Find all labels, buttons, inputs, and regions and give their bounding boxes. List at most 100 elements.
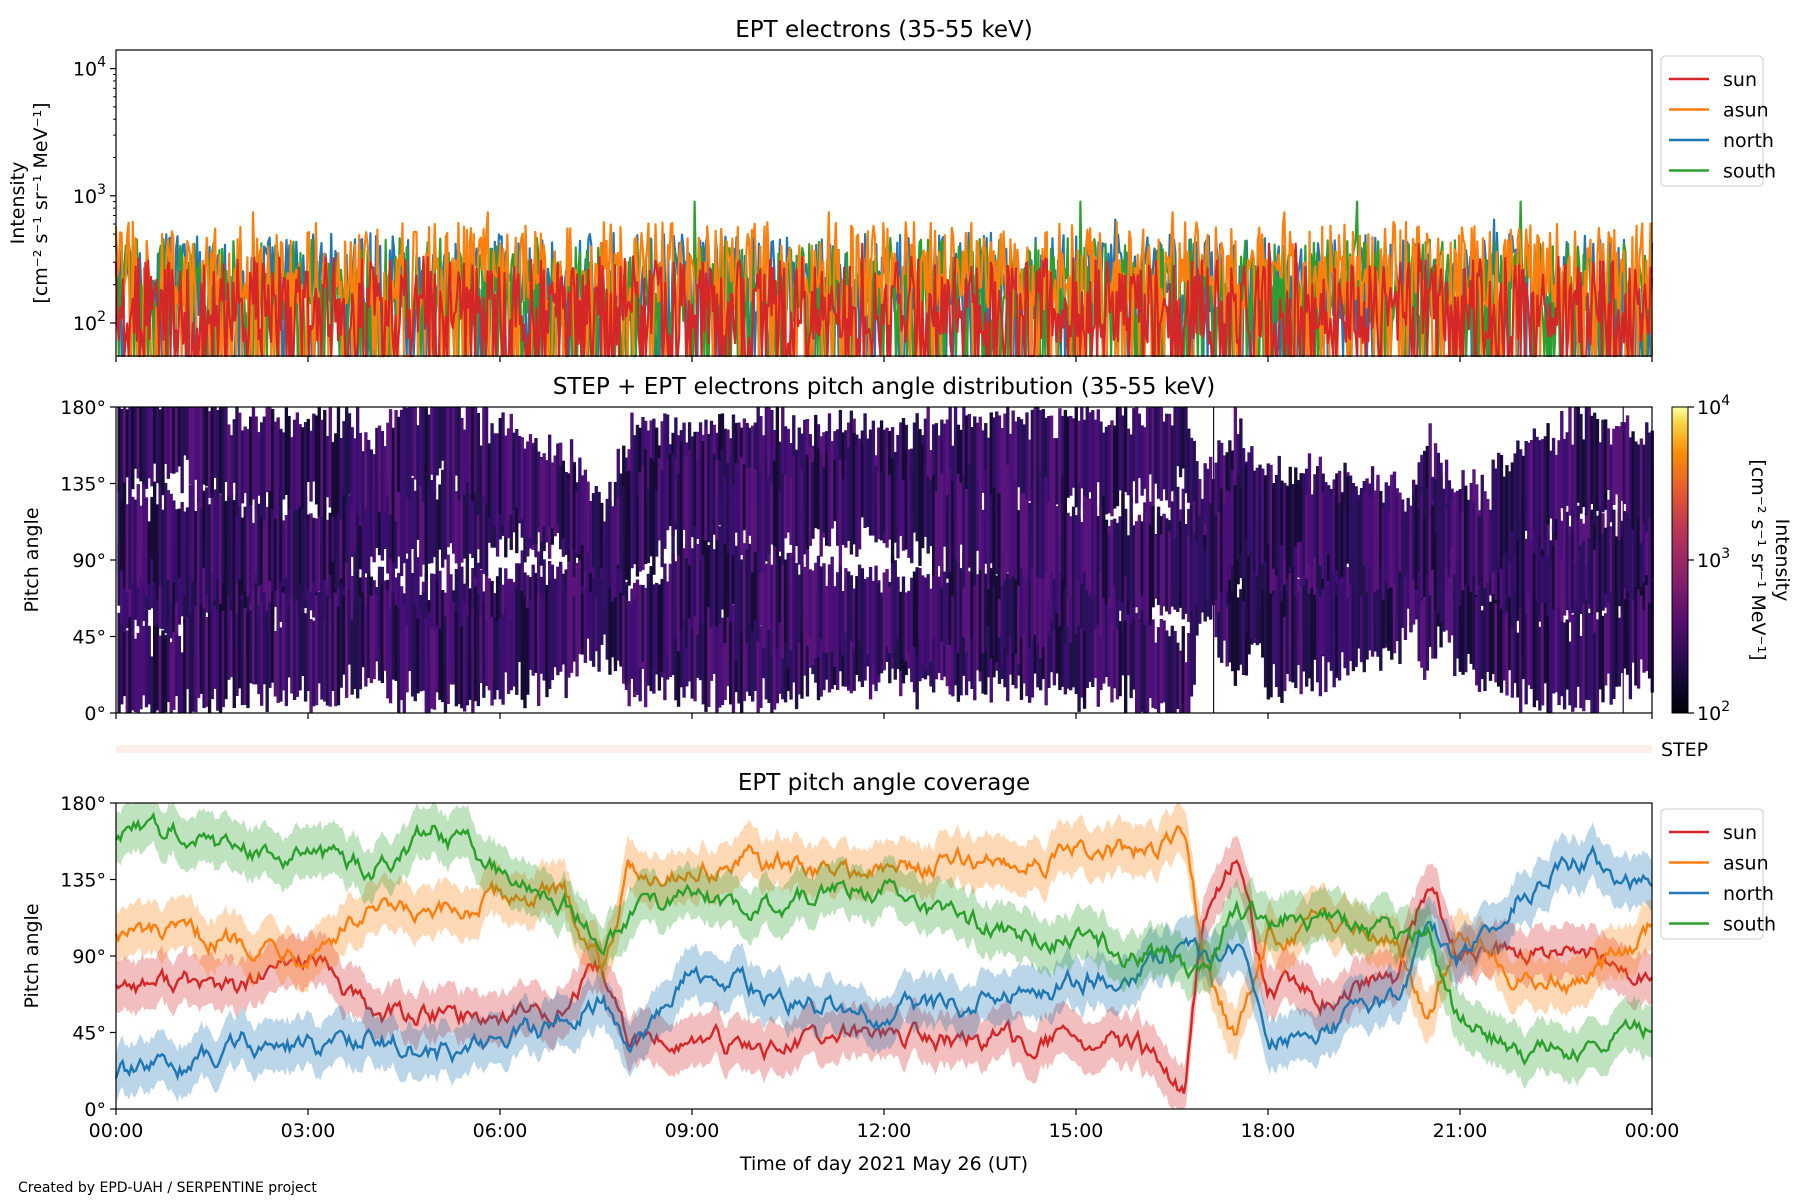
- pad-cell: [561, 580, 566, 665]
- pad-cell: [534, 572, 538, 673]
- pad-cell: [463, 473, 467, 559]
- pad-cell: [1521, 540, 1526, 655]
- sun-coverage-line: [115, 859, 1653, 1094]
- pad-cell: [306, 589, 310, 691]
- pad-cell: [833, 586, 837, 667]
- pad-cell: [690, 436, 694, 538]
- pad-cell: [421, 407, 426, 503]
- pad-cell: [995, 487, 999, 575]
- pad-cell: [281, 520, 286, 587]
- pad-cell: [435, 626, 439, 693]
- pad-cell: [1006, 407, 1010, 510]
- pad-cell: [1458, 515, 1462, 612]
- pad-cell: [210, 407, 214, 498]
- pad-cell: [1516, 632, 1520, 698]
- pad-cell: [929, 479, 933, 547]
- pad-cell: [844, 568, 848, 633]
- pad-cell: [281, 592, 286, 691]
- pad-cell: [789, 443, 793, 507]
- pad-cell: [1091, 590, 1095, 687]
- pad-cell: [150, 656, 154, 713]
- pad-cell: [1590, 520, 1594, 630]
- pad-cell: [229, 610, 234, 678]
- pad-cell: [498, 418, 502, 514]
- pad-cell: [1412, 494, 1416, 581]
- pad-cell: [605, 506, 609, 616]
- pad-cell: [1562, 494, 1567, 601]
- pad-cell: [1269, 593, 1273, 698]
- pad-cell: [227, 495, 231, 610]
- pad-cell: [981, 560, 985, 654]
- pad-cell: [172, 631, 176, 710]
- pad-cell: [449, 407, 453, 504]
- pad-cell: [1019, 492, 1024, 568]
- pad-cell: [361, 592, 365, 668]
- pad-cell: [600, 502, 604, 568]
- pad-cell: [419, 612, 423, 692]
- pad-cell: [1173, 630, 1177, 713]
- pad-cell: [249, 416, 253, 505]
- pad-cell: [1044, 477, 1048, 574]
- pad-cell: [1107, 534, 1111, 598]
- pad-cell: [1316, 587, 1320, 683]
- pad-cell: [301, 506, 305, 593]
- pad-cell: [1557, 607, 1561, 706]
- pad-cell: [1184, 662, 1188, 713]
- pad-cell: [918, 470, 922, 566]
- pad-cell: [479, 461, 483, 570]
- pad-cell: [397, 454, 401, 557]
- pad-cell: [608, 559, 612, 675]
- pad-cell: [1373, 566, 1377, 652]
- pad-cell: [441, 407, 445, 461]
- pad-cell: [473, 474, 478, 578]
- pad-cell: [191, 485, 195, 581]
- pad-cell: [1398, 492, 1402, 572]
- pad-cell: [1025, 613, 1029, 697]
- pad-cell: [855, 576, 859, 658]
- pad-cell: [402, 473, 406, 564]
- pad-cell: [542, 453, 546, 527]
- pad-cell: [1368, 496, 1372, 570]
- panel1-ylabel-line2: [cm⁻² s⁻¹ sr⁻¹ MeV⁻¹]: [30, 102, 52, 303]
- pad-cell: [644, 448, 648, 565]
- pad-cell: [740, 559, 744, 633]
- pad-cell: [1428, 480, 1432, 596]
- pad-cell: [1510, 462, 1515, 532]
- pad-cell: [948, 548, 952, 645]
- pad-cell: [761, 435, 766, 525]
- pad-cell: [1066, 512, 1070, 598]
- pad-cell: [989, 412, 993, 519]
- pad-cell: [564, 587, 568, 699]
- pad-cell: [133, 407, 138, 469]
- pad-cell: [484, 407, 489, 504]
- pad-cell: [1173, 538, 1177, 610]
- pad-cell: [674, 561, 678, 639]
- pad-cell: [388, 409, 393, 515]
- pad-cell: [775, 447, 780, 557]
- y-tick-label: 103: [73, 182, 106, 208]
- pad-cell: [1620, 611, 1624, 674]
- pad-cell: [616, 497, 620, 566]
- pad-cell: [1464, 531, 1468, 609]
- pad-cell: [844, 457, 848, 548]
- pad-cell: [479, 445, 483, 508]
- pad-cell: [539, 458, 544, 542]
- legend-label-north: north: [1723, 883, 1774, 905]
- pad-cell: [1107, 425, 1111, 514]
- pad-cell: [915, 567, 919, 656]
- pad-cell: [460, 566, 464, 666]
- pad-cell: [956, 544, 961, 653]
- pad-cell: [443, 407, 448, 494]
- pad-cell: [767, 624, 771, 703]
- pad-cell: [1299, 586, 1303, 695]
- pad-cell: [1167, 413, 1172, 508]
- pad-cell: [1549, 450, 1553, 519]
- pad-cell: [336, 509, 341, 589]
- pad-cell: [849, 597, 854, 694]
- pad-cell: [1049, 545, 1054, 621]
- pad-cell: [1296, 515, 1301, 578]
- pad-cell: [1458, 605, 1462, 672]
- pad-cell: [155, 407, 160, 484]
- pad-cell: [394, 410, 398, 522]
- pad-cell: [940, 563, 944, 642]
